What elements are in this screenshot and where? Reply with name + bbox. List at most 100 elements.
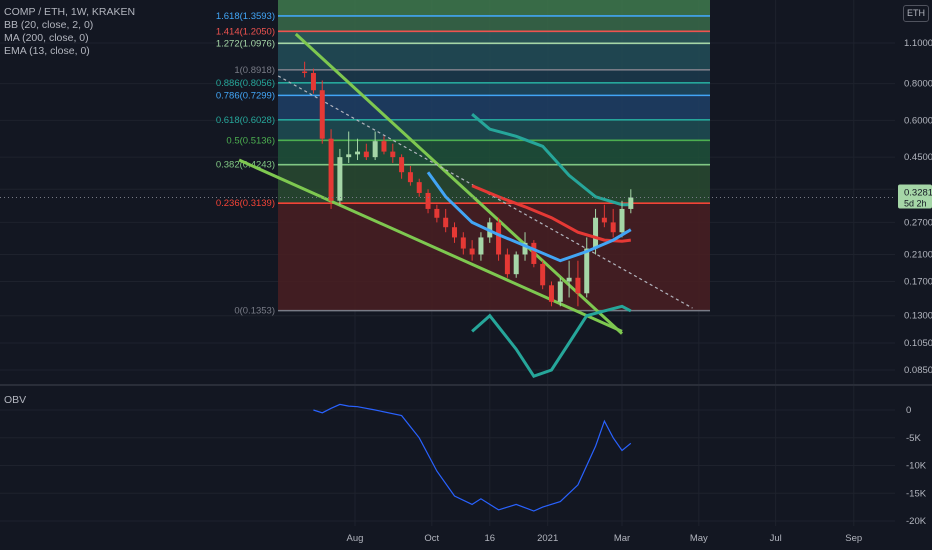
candle-body [416,182,422,193]
candle-body [355,151,361,155]
obv-tick-label: 0 [906,405,911,416]
candle-body [310,72,316,91]
candle-body [557,281,563,302]
candle-body [381,141,387,152]
candle-body [469,248,475,255]
fib-level-label: 0.382(0.4243) [216,160,275,171]
last-price-badge [898,184,932,209]
time-tick-label: May [690,533,708,544]
candle-body [513,254,519,275]
price-tick-label: 0.2700 [904,217,932,228]
candle-body [451,227,457,238]
ma-200-line [471,184,631,243]
symbol-title[interactable]: COMP / ETH, 1W, KRAKEN [4,6,136,18]
candle-body [593,217,599,249]
ema-13-line [426,171,632,263]
candle-body [478,237,484,255]
time-tick-label: 16 [484,533,495,544]
moving-average-lines [0,171,895,263]
fib-zone [278,140,710,165]
price-axis[interactable]: 1.10000.80000.60000.45000.35000.27000.21… [898,38,932,376]
candle-body [566,277,572,282]
fib-level-label: 1(0.8918) [234,65,275,76]
obv-tick-label: -10K [906,461,927,472]
candle-body [337,157,343,201]
price-tick-label: 0.1300 [904,311,932,322]
price-tick-label: 1.1000 [904,38,932,49]
obv-tick-label: -15K [906,488,927,499]
price-tick-label: 0.2100 [904,249,932,260]
time-tick-label: Mar [614,533,630,544]
trendline [238,158,623,333]
obv-legend[interactable]: OBV [4,394,27,406]
fibonacci-retracement[interactable]: 1.618(1.3593) 1.414(1.2050)1.272(1.0976) 1… [216,0,710,317]
time-axis[interactable]: Aug Oct 16 2021 Mar May Jul Sep [347,533,863,544]
candle-body [328,138,334,201]
dashed-trendline [277,75,693,309]
fib-level-label: 0.236(0.3139) [216,198,275,209]
fib-zone [278,0,710,16]
legend-bb[interactable]: BB (20, close, 2, 0) [4,19,94,31]
candle-body [346,154,352,158]
candle-body [601,217,607,223]
fib-level-label: 1.618(1.3593) [216,11,275,22]
indicator-legend: COMP / ETH, 1W, KRAKEN BB (20, close, 2,… [4,6,135,58]
bb-upper-band [471,113,631,207]
trendline [294,32,624,335]
bollinger-bands [471,113,632,379]
candle-body [619,208,625,233]
fib-level-label: 0(0.1353) [234,306,275,317]
obv-line [313,403,632,512]
fib-zone [278,95,710,120]
time-tick-label: Aug [347,533,364,544]
fib-zone [278,43,710,70]
currency-button[interactable]: ETH [903,5,929,22]
obv-pane: 0 -5K -10K -15K -20K [313,403,927,527]
price-tick-label: 0.1050 [904,338,932,349]
candle-body [425,192,431,209]
fib-level-label: 0.786(0.7299) [216,90,275,101]
price-tick-label: 0.0850 [904,365,932,376]
fib-zone [278,15,710,32]
candle-body [610,222,616,233]
candle-body [540,263,546,286]
fib-level-label: 0.886(0.8056) [216,78,275,89]
candle-body [575,277,581,294]
candle-body [390,151,396,158]
candle-body [302,71,308,73]
candlestick-series [302,61,634,307]
candle-body [531,242,537,264]
time-tick-label: Sep [845,533,862,544]
time-tick-label: 2021 [537,533,558,544]
price-tick-label: 0.6000 [904,115,932,126]
countdown-label: 5d 2h [904,199,927,209]
price-tick-label: 0.4500 [904,152,932,163]
price-tick-label: 0.1700 [904,276,932,287]
obv-tick-label: -5K [906,433,921,444]
candle-body [399,157,405,173]
last-price-label: 0.3281 [904,188,932,199]
candle-body [319,90,325,139]
bb-lower-band [471,304,632,379]
candle-body [522,242,528,255]
time-tick-label: Jul [770,533,782,544]
candle-body [443,217,449,228]
obv-tick-label: -20K [906,516,927,527]
candle-body [434,208,440,218]
fib-zone [278,31,710,44]
candle-body [363,151,369,158]
legend-ma[interactable]: MA (200, close, 0) [4,32,89,44]
candle-body [548,285,554,302]
candle-body [496,222,502,255]
legend-ema[interactable]: EMA (13, close, 0) [4,45,90,57]
candle-body [584,248,590,294]
candle-body [504,254,510,275]
fib-level-label: 0.5(0.5136) [226,135,275,146]
fib-zone [278,203,710,311]
fib-zone [278,82,710,96]
candle-body [460,237,466,249]
price-tick-label: 0.8000 [904,79,932,90]
trendline-drawings[interactable] [238,32,693,335]
time-tick-label: Oct [424,533,439,544]
